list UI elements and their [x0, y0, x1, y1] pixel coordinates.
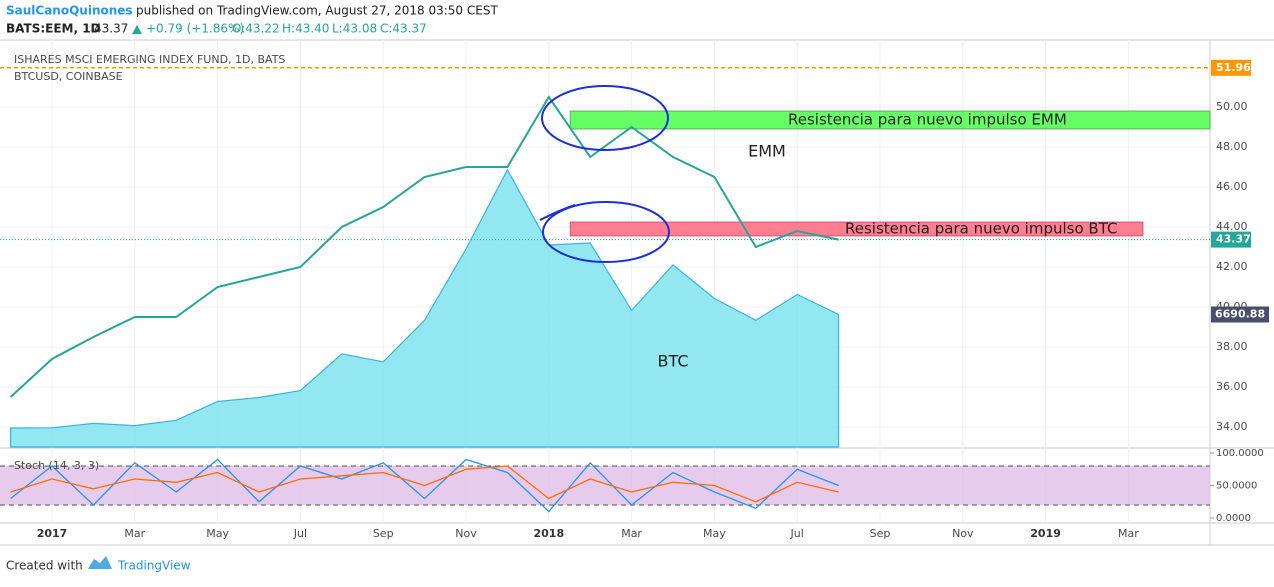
- btc-area: [10, 168, 840, 448]
- x-tick-label: Sep: [373, 527, 394, 540]
- legend-entry: BTCUSD, COINBASE: [14, 70, 123, 83]
- close: C:43.37: [380, 22, 427, 36]
- x-tick-label: May: [703, 527, 726, 540]
- y-tick-label: 44.00: [1216, 220, 1248, 233]
- change: +0.79 (+1.86%): [146, 22, 244, 36]
- annotation: EMM: [748, 142, 786, 161]
- x-tick-label: Jul: [790, 527, 804, 540]
- y-tick-label: 34.00: [1216, 420, 1248, 433]
- x-tick-label: 2018: [533, 527, 564, 540]
- y-tick-label: 100.0000: [1216, 448, 1264, 459]
- x-tick-label: 2017: [37, 527, 68, 540]
- symbol: BATS:EEM, 1D: [6, 22, 101, 36]
- price-tag: [1211, 231, 1251, 248]
- y-tick-label: 46.00: [1216, 180, 1248, 193]
- resistance-zone: [569, 221, 1144, 237]
- x-tick-label: Jul: [293, 527, 307, 540]
- y-tick-label: 36.00: [1216, 380, 1248, 393]
- x-tick-label: Nov: [455, 527, 477, 540]
- resistance-zone: [569, 110, 1211, 130]
- last: 43.37: [94, 22, 128, 36]
- stoch-line: [10, 465, 839, 503]
- price-tag: [1211, 306, 1269, 323]
- y-tick-label: 38.00: [1216, 340, 1248, 353]
- stoch-band: [0, 466, 1210, 505]
- x-tick-label: Mar: [1118, 527, 1139, 540]
- low: L:43.08: [332, 22, 377, 36]
- footer-text: Created with: [6, 559, 83, 573]
- price-tag-label: 6690.88: [1215, 308, 1265, 321]
- stoch-line: [10, 458, 839, 513]
- price-tag-label: 51.96: [1216, 61, 1251, 74]
- legend-entry: ISHARES MSCI EMERGING INDEX FUND, 1D, BA…: [14, 53, 285, 66]
- y-tick-label: 42.00: [1216, 260, 1248, 273]
- stoch-title: Stoch (14, 3, 3): [14, 459, 99, 472]
- x-tick-label: Sep: [870, 527, 891, 540]
- x-tick-label: 2019: [1030, 527, 1061, 540]
- published: published on TradingView.com, August 27,…: [136, 4, 498, 18]
- x-tick-label: Mar: [621, 527, 642, 540]
- y-tick-label: 0.0000: [1216, 513, 1251, 524]
- x-tick-label: Mar: [124, 527, 145, 540]
- price-tag-label: 43.37: [1216, 233, 1251, 246]
- high: H:43.40: [282, 22, 329, 36]
- x-tick-label: May: [206, 527, 229, 540]
- open: O:43.22: [232, 22, 280, 36]
- annotation: BTC: [658, 352, 689, 371]
- author[interactable]: SaulCanoQuinones: [6, 4, 133, 18]
- footer-brand[interactable]: TradingView: [117, 559, 191, 573]
- y-tick-label: 50.0000: [1216, 481, 1257, 492]
- x-tick-label: Nov: [952, 527, 974, 540]
- y-tick-label: 48.00: [1216, 140, 1248, 153]
- price-line: [9, 95, 839, 398]
- y-tick-label: 50.00: [1216, 100, 1248, 113]
- zone-label: Resistencia para nuevo impulso BTC: [845, 220, 1117, 238]
- price-tag: [1211, 59, 1251, 76]
- zone-label: Resistencia para nuevo impulso EMM: [788, 111, 1067, 129]
